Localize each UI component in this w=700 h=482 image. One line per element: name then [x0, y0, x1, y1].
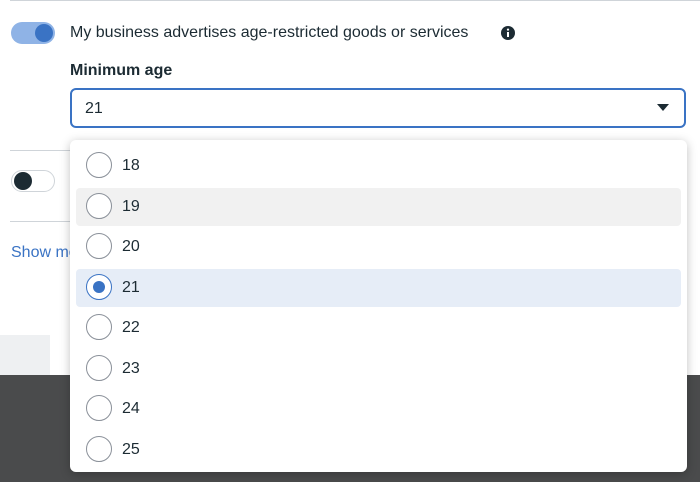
backdrop — [0, 335, 50, 375]
divider — [10, 221, 70, 222]
option-label: 24 — [122, 400, 140, 417]
caret — [657, 104, 669, 111]
divider — [10, 0, 700, 1]
option-label: 18 — [122, 157, 140, 174]
toggle-on[interactable] — [11, 22, 55, 44]
toggle-knob — [14, 172, 32, 190]
radio-button — [86, 273, 112, 300]
toggle-off[interactable] — [11, 170, 55, 192]
radio-button — [86, 395, 112, 421]
divider — [10, 150, 70, 151]
option-label: 25 — [122, 440, 140, 458]
toggle-label: My business advertises age-restricted go… — [70, 24, 469, 41]
select[interactable]: 21 — [70, 88, 686, 128]
dropdown-menu: 18 19 20 21 22 23 24 25 — [70, 140, 687, 472]
dropdown-option[interactable]: 23 — [76, 350, 681, 388]
dropdown-option[interactable]: 24 — [76, 390, 681, 428]
dropdown-option[interactable]: 20 — [76, 228, 681, 266]
radio-button — [86, 354, 112, 381]
option-label: 20 — [122, 238, 140, 255]
dropdown-option[interactable]: 18 — [76, 147, 681, 185]
dropdown-option[interactable]: 19 — [76, 187, 681, 226]
radio-button — [86, 314, 112, 340]
radio-dot — [93, 280, 105, 293]
select-value: 21 — [85, 100, 103, 117]
radio-button — [86, 233, 112, 259]
dropdown-option[interactable]: 22 — [76, 309, 681, 347]
dropdown-option[interactable]: 21 — [76, 268, 681, 307]
dropdown-option[interactable]: 25 — [76, 431, 681, 469]
radio-button — [86, 192, 112, 219]
option-label: 23 — [122, 359, 140, 377]
toggle-knob — [35, 24, 53, 42]
field-label: Minimum age — [70, 62, 173, 79]
radio-button — [86, 435, 112, 462]
option-label: 19 — [122, 197, 140, 215]
option-label: 21 — [122, 278, 140, 296]
option-label: 22 — [122, 319, 140, 336]
info-icon[interactable] — [500, 25, 516, 41]
radio-button — [86, 152, 112, 178]
